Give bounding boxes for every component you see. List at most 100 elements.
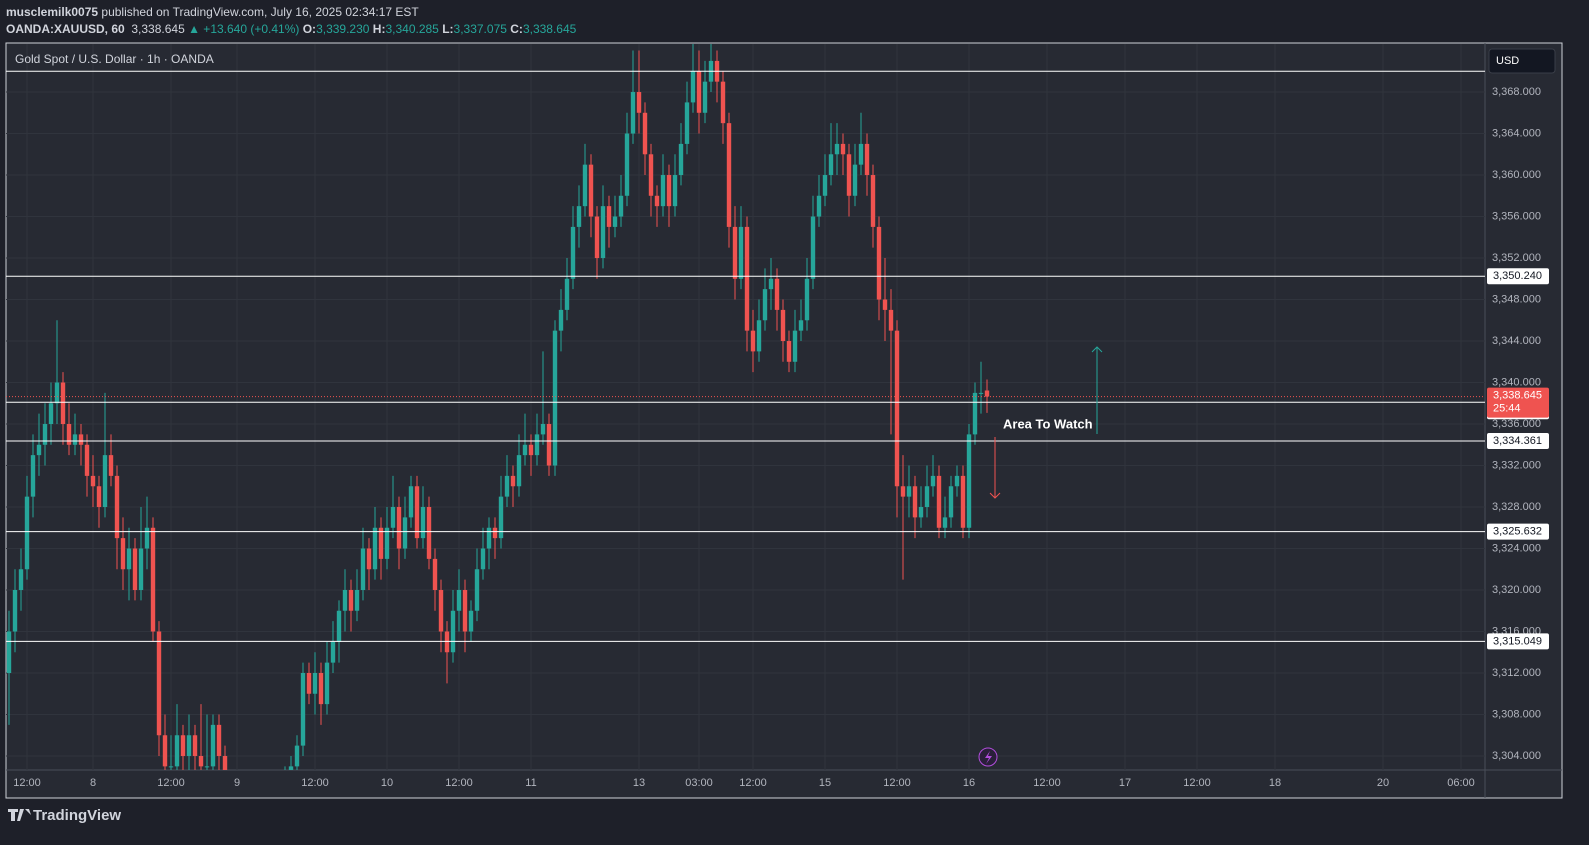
brand: TradingView	[33, 807, 121, 824]
x-tick-label: 10	[381, 777, 393, 789]
candle-body	[804, 278, 810, 321]
candle-body	[822, 175, 828, 196]
change: ▲ +13.640 (+0.41%)	[188, 22, 300, 36]
candle-body	[516, 455, 522, 487]
candle-body	[48, 403, 54, 425]
candle-body	[354, 590, 360, 611]
candle-body	[84, 444, 90, 476]
candle-body	[966, 434, 972, 528]
candle-body	[696, 71, 702, 113]
published: published on TradingView.com, July 16, 2…	[101, 5, 419, 19]
candle-body	[624, 133, 630, 196]
candle-body	[408, 486, 414, 518]
candle-body	[396, 507, 402, 549]
candle-body	[954, 475, 960, 487]
candle-body	[180, 735, 186, 756]
candle-body	[780, 309, 786, 342]
x-tick-label: 20	[1377, 777, 1389, 789]
overlays: 3,304.0003,308.0003,312.0003,316.0003,32…	[13, 86, 1549, 789]
candle-body	[162, 735, 168, 767]
candle-body	[960, 475, 966, 528]
candle-body	[834, 143, 840, 155]
candle-body	[30, 455, 36, 497]
candle-body	[288, 766, 294, 770]
candle-body	[948, 486, 954, 518]
candle-body	[235, 808, 239, 818]
candle-body	[198, 755, 204, 767]
candle-body	[462, 590, 468, 632]
candle-body	[126, 548, 132, 570]
y-tick-label: 3,336.000	[1492, 418, 1541, 430]
candle-body	[600, 206, 606, 259]
candle-body	[216, 724, 222, 756]
candle-body	[90, 475, 96, 487]
y-tick-label: 3,312.000	[1492, 667, 1541, 679]
candle-body	[366, 548, 372, 570]
down-arrow-head	[989, 492, 1001, 499]
candle-body	[444, 631, 450, 653]
c: 3,338.645	[522, 22, 577, 36]
candle-body	[456, 590, 462, 611]
candle-body	[144, 527, 150, 549]
candle-body	[18, 569, 24, 591]
author[interactable]: musclemilk0075	[6, 5, 99, 19]
candle-body	[840, 143, 846, 155]
candle-body	[810, 216, 816, 279]
candle-body	[132, 548, 138, 591]
y-tick-label: 3,344.000	[1492, 335, 1541, 347]
candle-body	[438, 590, 444, 632]
candle-body	[222, 755, 228, 770]
candle-body	[642, 112, 648, 155]
candle-body	[402, 517, 408, 549]
candle-body	[636, 92, 642, 113]
c-label: C:	[510, 22, 523, 36]
y-tick-label: 3,328.000	[1492, 501, 1541, 513]
candle-body	[894, 330, 900, 487]
candle-body	[534, 434, 540, 456]
y-tick-label: 3,324.000	[1492, 542, 1541, 554]
x-tick-label: 12:00	[301, 777, 329, 789]
candle-body	[390, 507, 396, 528]
level-label: 3,325.632	[1493, 525, 1542, 537]
candle-body	[384, 527, 390, 559]
candle-body	[828, 154, 834, 176]
candle-body	[492, 527, 498, 539]
candle-body	[570, 226, 576, 279]
candle-body	[720, 81, 726, 124]
candle-body	[108, 455, 114, 476]
candle-body	[930, 475, 936, 487]
candle-body	[372, 527, 378, 570]
candle-body	[241, 808, 245, 818]
candle-body	[852, 164, 858, 196]
symbol: OANDA:XAUUSD, 60	[6, 22, 125, 36]
candle-body	[768, 278, 774, 290]
candle-body	[6, 631, 12, 673]
candle-body	[540, 424, 546, 435]
candle-body	[564, 278, 570, 310]
currency-button[interactable]	[1488, 48, 1556, 74]
x-tick-label: 18	[1269, 777, 1281, 789]
candle-body	[498, 496, 504, 539]
candle-body	[210, 724, 216, 767]
candle-body	[816, 195, 822, 217]
o: 3,339.230	[316, 22, 370, 36]
x-tick-label: 03:00	[685, 777, 713, 789]
candle-body	[330, 641, 336, 663]
up-arrow-head	[1091, 346, 1103, 353]
candle-body	[684, 102, 690, 144]
candle-body	[24, 496, 30, 570]
candle-body	[504, 475, 510, 497]
candle-body	[360, 548, 366, 591]
last-price-label: 3,338.645	[1493, 389, 1542, 401]
candle-body	[450, 610, 456, 653]
l-label: L:	[442, 22, 454, 36]
x-tick-label: 17	[1119, 777, 1131, 789]
candle-body	[846, 154, 852, 196]
candle-body	[912, 486, 918, 518]
candle-body	[480, 548, 486, 570]
l: 3,337.075	[453, 22, 507, 36]
last-price-box	[1487, 387, 1549, 418]
currency[interactable]: USD	[1496, 55, 1519, 67]
candle-body	[426, 507, 432, 559]
